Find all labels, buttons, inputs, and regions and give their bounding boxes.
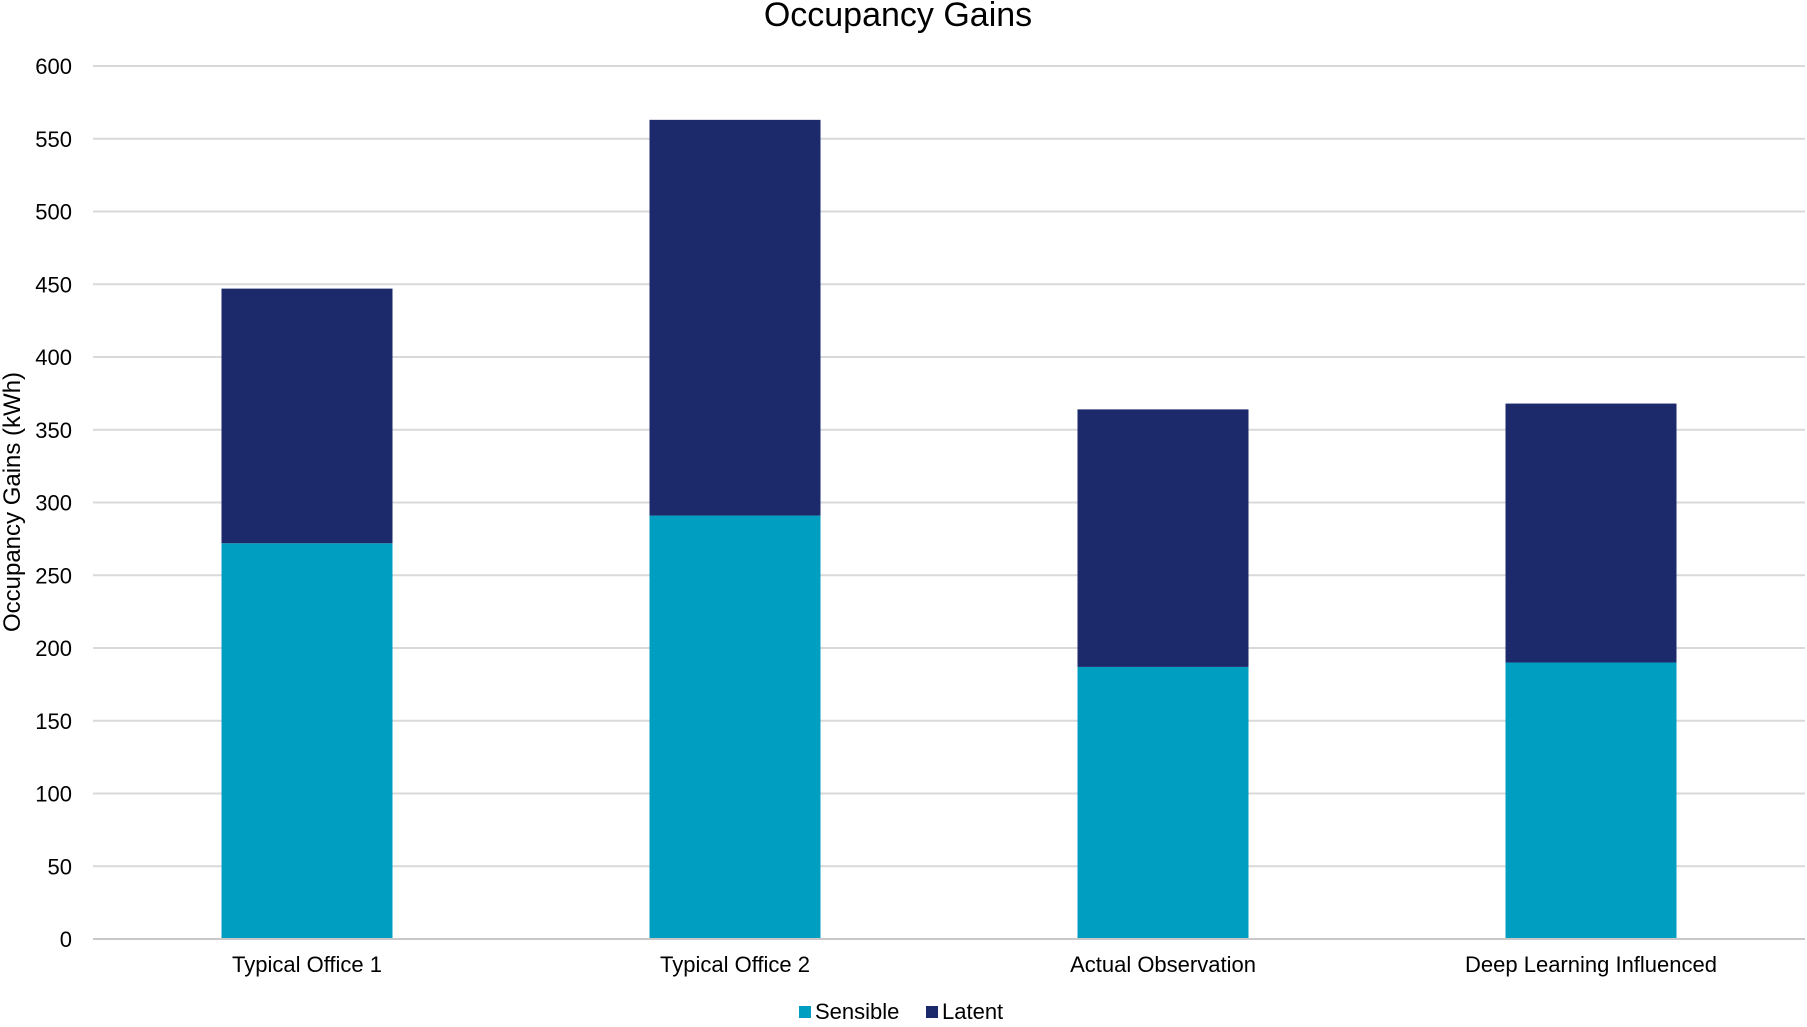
y-tick-label: 600 [35, 54, 72, 79]
y-tick-label: 200 [35, 636, 72, 661]
legend-label-latent: Latent [942, 999, 1003, 1022]
legend-swatch-latent [926, 1006, 938, 1018]
x-axis-labels: Typical Office 1 Typical Office 2 Actual O… [232, 952, 1717, 977]
y-tick-label: 400 [35, 345, 72, 370]
legend-swatch-sensible [799, 1006, 811, 1018]
y-tick-label: 450 [35, 272, 72, 297]
y-tick-label: 150 [35, 709, 72, 734]
chart-title: Occupancy Gains [764, 0, 1032, 34]
x-tick-label: Typical Office 1 [232, 952, 382, 977]
y-tick-label: 0 [60, 927, 72, 952]
x-tick-label: Typical Office 2 [660, 952, 810, 977]
legend: Sensible Latent [799, 999, 1003, 1024]
bar-sensible-0 [221, 543, 393, 939]
y-axis-ticks: 0 50 100 150 200 250 300 350 400 450 500 550 600 [35, 54, 72, 952]
x-tick-label: Deep Learning Influenced [1465, 952, 1717, 977]
y-tick-label: 300 [35, 491, 72, 516]
bar-sensible-3 [1505, 662, 1677, 939]
bar-sensible-1 [649, 515, 821, 939]
bar-latent-0 [221, 288, 393, 544]
y-axis-label: Occupancy Gains (kWh) [0, 372, 26, 632]
x-tick-label: Actual Observation [1070, 952, 1256, 977]
y-tick-label: 350 [35, 418, 72, 443]
y-tick-label: 50 [48, 854, 72, 879]
bars [221, 119, 1677, 939]
y-tick-label: 500 [35, 200, 72, 225]
bar-latent-1 [649, 119, 821, 516]
bar-latent-2 [1077, 409, 1249, 667]
bar-sensible-2 [1077, 666, 1249, 939]
y-tick-label: 250 [35, 563, 72, 588]
bar-latent-3 [1505, 403, 1677, 663]
y-tick-label: 550 [35, 127, 72, 152]
legend-label-sensible: Sensible [815, 999, 899, 1022]
y-tick-label: 100 [35, 782, 72, 807]
